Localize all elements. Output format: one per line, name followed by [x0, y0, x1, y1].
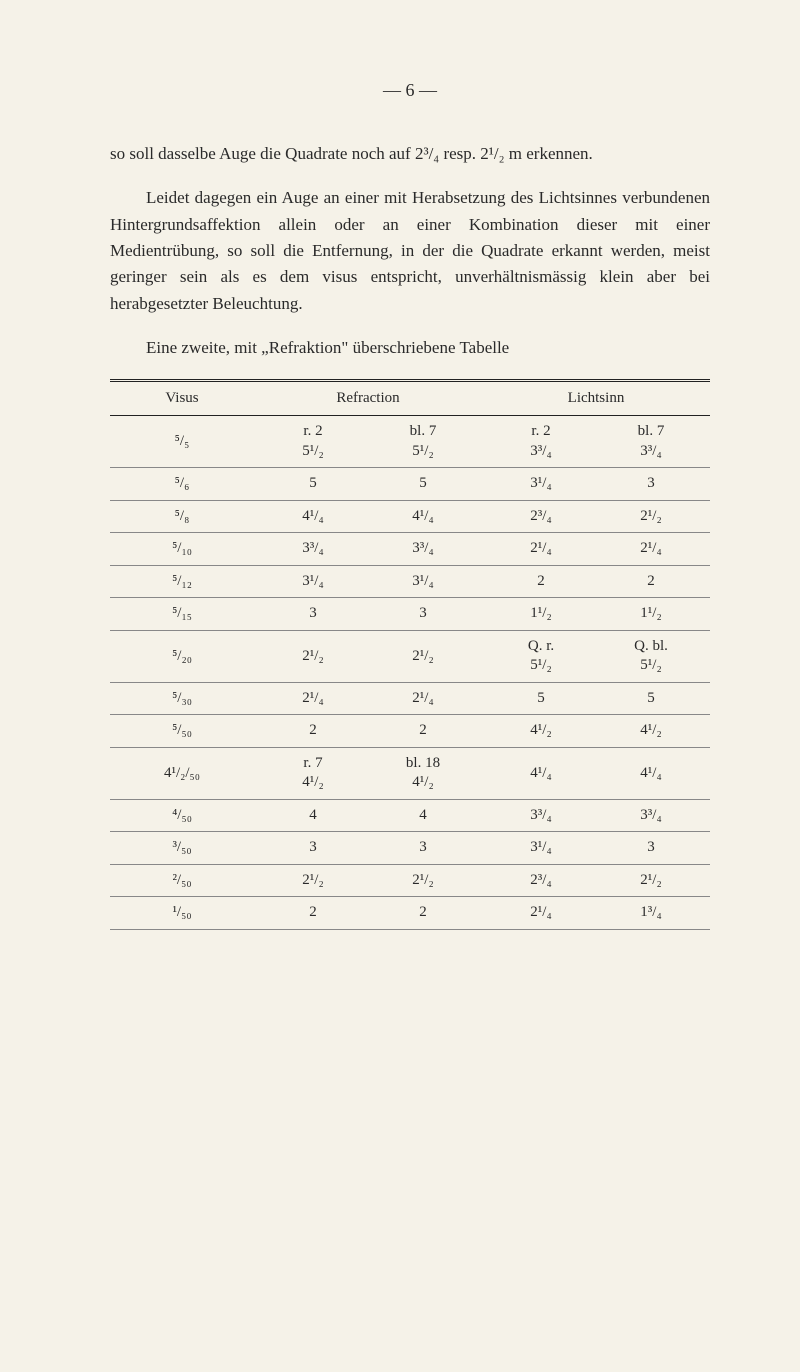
paragraph-1: so soll dasselbe Auge die Quadrate noch … — [110, 141, 710, 167]
lichtsinn-cell: r. 2bl. 73³/₄3³/₄ — [482, 416, 710, 468]
refraction-cell: 3³/₄3³/₄ — [254, 533, 482, 566]
table-row: ⁵/₁₂3¹/₄3¹/₄22 — [110, 565, 710, 598]
table-row: ³/₅₀333¹/₄3 — [110, 832, 710, 865]
visus-cell: ⁵/₁₅ — [110, 598, 254, 631]
page-number: — 6 — — [110, 80, 710, 101]
table-header-row: Visus Refraction Lichtsinn — [110, 381, 710, 416]
lichtsinn-cell: Q. r.Q. bl.5¹/₂5¹/₂ — [482, 630, 710, 682]
visus-cell: ⁵/₆ — [110, 468, 254, 501]
visus-cell: ⁵/₂₀ — [110, 630, 254, 682]
paragraph-2: Leidet dagegen ein Auge an einer mit Her… — [110, 185, 710, 317]
table-row: ⁵/₂₀2¹/₂2¹/₂Q. r.Q. bl.5¹/₂5¹/₂ — [110, 630, 710, 682]
visus-cell: ⁵/₈ — [110, 500, 254, 533]
lichtsinn-cell: 2³/₄2¹/₂ — [482, 500, 710, 533]
visus-cell: ⁵/₁₂ — [110, 565, 254, 598]
refraction-cell: 2¹/₂2¹/₂ — [254, 864, 482, 897]
visus-cell: ²/₅₀ — [110, 864, 254, 897]
refraction-cell: 3¹/₄3¹/₄ — [254, 565, 482, 598]
table-row: ⁵/₅r. 2bl. 75¹/₂5¹/₂r. 2bl. 73³/₄3³/₄ — [110, 416, 710, 468]
refraction-cell: 33 — [254, 598, 482, 631]
table-row: ¹/₅₀222¹/₄1³/₄ — [110, 897, 710, 930]
refraction-cell: 55 — [254, 468, 482, 501]
visus-cell: ⁵/₃₀ — [110, 682, 254, 715]
table-row: ⁵/₈4¹/₄4¹/₄2³/₄2¹/₂ — [110, 500, 710, 533]
header-lichtsinn: Lichtsinn — [482, 381, 710, 416]
visus-cell: ¹/₅₀ — [110, 897, 254, 930]
header-visus: Visus — [110, 381, 254, 416]
lichtsinn-cell: 4¹/₂4¹/₂ — [482, 715, 710, 748]
refraction-cell: 4¹/₄4¹/₄ — [254, 500, 482, 533]
table-row: ⁵/₆553¹/₄3 — [110, 468, 710, 501]
table-row: ⁴/₅₀443³/₄3³/₄ — [110, 799, 710, 832]
refraction-cell: 22 — [254, 897, 482, 930]
refraction-cell: 22 — [254, 715, 482, 748]
lichtsinn-cell: 22 — [482, 565, 710, 598]
refraction-cell: r. 2bl. 75¹/₂5¹/₂ — [254, 416, 482, 468]
visus-cell: ⁵/₅₀ — [110, 715, 254, 748]
lichtsinn-cell: 3¹/₄3 — [482, 832, 710, 865]
table-row: ²/₅₀2¹/₂2¹/₂2³/₄2¹/₂ — [110, 864, 710, 897]
table-row: ⁵/₃₀2¹/₄2¹/₄55 — [110, 682, 710, 715]
refraction-cell: 2¹/₄2¹/₄ — [254, 682, 482, 715]
visus-cell: 4¹/₂/₅₀ — [110, 747, 254, 799]
lichtsinn-cell: 55 — [482, 682, 710, 715]
refraction-cell: 2¹/₂2¹/₂ — [254, 630, 482, 682]
table-row: ⁵/₁₀3³/₄3³/₄2¹/₄2¹/₄ — [110, 533, 710, 566]
refraction-cell: r. 7bl. 184¹/₂4¹/₂ — [254, 747, 482, 799]
paragraph-3: Eine zweite, mit „Refraktion" überschrie… — [110, 335, 710, 361]
lichtsinn-cell: 3³/₄3³/₄ — [482, 799, 710, 832]
visus-cell: ³/₅₀ — [110, 832, 254, 865]
header-refraction: Refraction — [254, 381, 482, 416]
lichtsinn-cell: 2¹/₄1³/₄ — [482, 897, 710, 930]
table-row: ⁵/₁₅331¹/₂1¹/₂ — [110, 598, 710, 631]
refraction-cell: 44 — [254, 799, 482, 832]
lichtsinn-cell: 3¹/₄3 — [482, 468, 710, 501]
table-row: 4¹/₂/₅₀r. 7bl. 184¹/₂4¹/₂4¹/₄4¹/₄ — [110, 747, 710, 799]
refraction-table: Visus Refraction Lichtsinn ⁵/₅r. 2bl. 75… — [110, 379, 710, 930]
visus-cell: ⁴/₅₀ — [110, 799, 254, 832]
lichtsinn-cell: 2¹/₄2¹/₄ — [482, 533, 710, 566]
table-row: ⁵/₅₀224¹/₂4¹/₂ — [110, 715, 710, 748]
visus-cell: ⁵/₁₀ — [110, 533, 254, 566]
lichtsinn-cell: 1¹/₂1¹/₂ — [482, 598, 710, 631]
lichtsinn-cell: 2³/₄2¹/₂ — [482, 864, 710, 897]
lichtsinn-cell: 4¹/₄4¹/₄ — [482, 747, 710, 799]
refraction-cell: 33 — [254, 832, 482, 865]
visus-cell: ⁵/₅ — [110, 416, 254, 468]
